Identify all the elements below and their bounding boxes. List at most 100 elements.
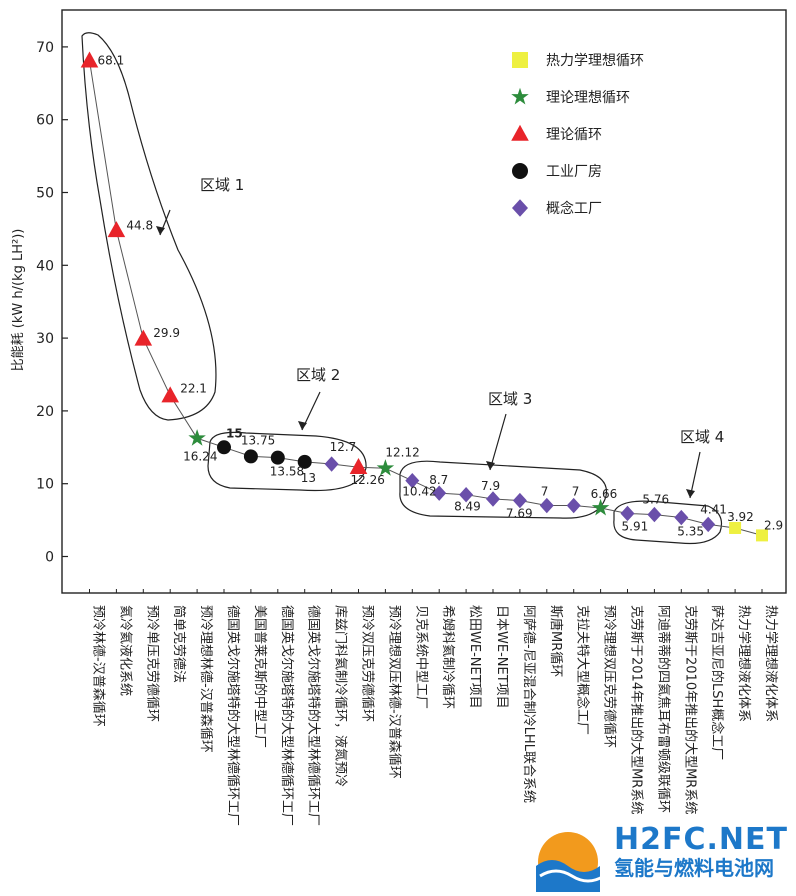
data-label: 13	[301, 471, 316, 485]
category-label: 德国英戈尔施塔特的大型林德循环工厂	[306, 605, 322, 826]
diamond-marker	[432, 485, 447, 501]
category-label: 萨达吉亚尼的LSH概念工厂	[709, 605, 725, 760]
data-marks	[80, 51, 768, 542]
y-tick-label: 20	[36, 404, 54, 420]
square-marker	[729, 521, 742, 534]
data-labels: 3.92 2.9 16.24 12.12 6.66 68.1 44.8 29.9 22.1 12.…	[98, 54, 784, 539]
category-label: 德国英戈尔施塔特的大型林德循环工厂	[225, 605, 241, 826]
category-labels: 预冷林德-汉普森循环 氦冷氦液化系统 预冷单压克劳德循环 简单克劳德法 预冷理想林德-汉…	[89, 589, 779, 826]
category-label: 简单克劳德法	[171, 605, 187, 683]
data-label: 8.49	[454, 500, 481, 514]
data-label: 13.75	[241, 433, 275, 447]
y-tick-label: 70	[36, 40, 54, 56]
triangle-marker	[161, 386, 179, 403]
region-annotation: 区域 4	[680, 428, 724, 446]
data-label: 12.26	[351, 473, 385, 487]
category-label: 克劳斯于2014年推出的大型MR系统	[629, 605, 645, 814]
triangle-marker	[134, 329, 153, 346]
y-tick-label: 0	[45, 550, 54, 566]
region-outline	[613, 500, 723, 545]
category-label: 美国普莱克斯的中型工厂	[252, 605, 268, 748]
diamond-marker	[405, 472, 420, 489]
diamond-marker	[674, 509, 689, 526]
triangle-marker	[80, 51, 99, 68]
category-label: 日本WE-NET项目	[494, 605, 509, 709]
data-label: 7.9	[481, 479, 500, 493]
annotation-arrow	[489, 413, 507, 471]
region-annotation: 区域 2	[296, 366, 340, 384]
data-label: 5.91	[622, 519, 649, 533]
data-label: 3.92	[727, 510, 754, 524]
connecting-line	[89, 60, 763, 536]
y-tick-label: 60	[36, 113, 54, 129]
y-tick-label: 10	[36, 477, 54, 493]
category-label: 预冷林德-汉普森循环	[91, 605, 106, 727]
category-label: 阿萨德-尼亚混合制冷LHL联合系统	[521, 605, 536, 803]
legend-label: 热力学理想循环	[546, 53, 644, 69]
arrowhead	[486, 461, 495, 470]
triangle-marker	[349, 458, 368, 475]
category-label: 库兹门科氦制冷循环，液氮预冷	[333, 605, 349, 787]
circle-marker	[217, 440, 231, 455]
star-marker	[188, 429, 206, 446]
y-axis-label: 比能耗 (kW h/(kg LH²))	[11, 229, 26, 372]
legend-star-icon	[511, 87, 529, 105]
watermark-subtitle: 氢能与燃料电池网	[614, 856, 774, 880]
y-tick-label: 40	[36, 258, 54, 274]
data-label: 7	[572, 485, 580, 499]
category-label: 预冷理想林德-汉普森循环	[198, 605, 214, 753]
diamond-marker	[566, 497, 581, 514]
circle-marker	[297, 454, 312, 469]
arrowhead	[156, 226, 165, 235]
data-label: 16.24	[183, 449, 217, 463]
legend-square-icon	[512, 52, 528, 68]
circle-marker	[270, 450, 285, 465]
diamond-marker	[701, 516, 716, 533]
data-label: 15	[226, 426, 243, 440]
category-label: 预冷单压克劳德循环	[144, 605, 160, 722]
diamond-marker	[324, 456, 339, 472]
category-label: 热力学理想液化体系	[736, 605, 752, 722]
region-outline	[207, 431, 367, 492]
region-annotation: 区域 1	[200, 176, 244, 194]
data-label: 2.9	[764, 518, 783, 532]
category-label: 希姆科氦制冷循环	[440, 605, 455, 709]
axes: 0 10 20 30 40 50 60 70 比能耗 (kW h/(kg LH²))	[11, 9, 787, 594]
data-label: 12.12	[385, 445, 419, 459]
category-label: 阿迪蒂蒂的四氦焦耳布雷顿级联循环	[655, 605, 671, 813]
legend-label: 工业厂房	[546, 164, 602, 180]
region-outline	[399, 460, 608, 519]
category-label: 德国英戈尔施塔特的大型林德循环工厂	[279, 605, 295, 826]
category-label: 贝克系统中型工厂	[413, 605, 428, 709]
data-label: 7.69	[506, 507, 533, 521]
category-label: 克拉夫特大型概念工厂	[575, 605, 591, 735]
diamond-marker	[647, 506, 662, 523]
diamond-marker	[512, 492, 527, 509]
data-label: 7	[541, 485, 549, 499]
data-label: 10.42	[402, 485, 436, 499]
star-marker	[591, 498, 610, 516]
diamond-marker	[459, 486, 474, 503]
data-label: 6.66	[591, 487, 618, 501]
legend-circle-icon	[512, 163, 528, 179]
legend-diamond-icon	[512, 199, 528, 217]
category-label: 氦冷氦液化系统	[117, 605, 132, 696]
legend-label: 概念工厂	[546, 200, 602, 217]
logo-wave-icon	[536, 860, 600, 892]
star-marker	[376, 459, 395, 476]
watermark-title: H2FC.NET	[614, 822, 788, 857]
watermark-logo	[520, 818, 796, 892]
y-tick-label: 50	[36, 186, 54, 202]
category-label: 预冷理想双压林德-汉普森循环	[386, 605, 402, 779]
legend-label: 理论循环	[546, 127, 602, 143]
category-label: 预冷双压克劳德循环	[360, 605, 376, 722]
category-label: 松田WE-NET项目	[467, 605, 482, 709]
diamond-marker	[620, 505, 635, 522]
category-label: 斯唐MR循环	[548, 605, 564, 677]
legend-label: 理论理想循环	[546, 90, 630, 106]
legend-triangle-icon	[511, 124, 529, 141]
region-outline	[81, 32, 217, 421]
region-outlines: 区域 1 区域 2 区域 3 区域 4	[81, 32, 724, 545]
